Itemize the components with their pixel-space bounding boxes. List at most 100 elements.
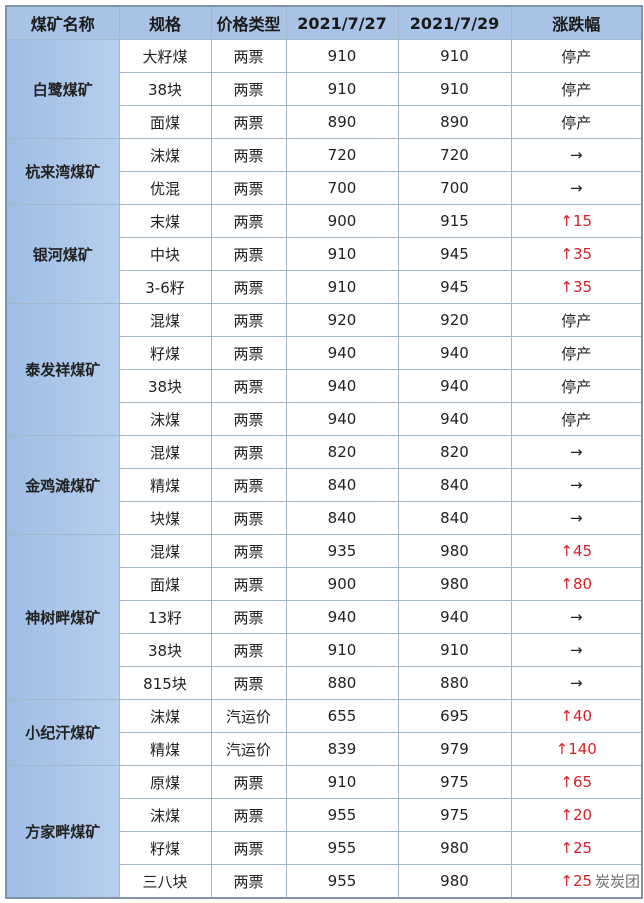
change-cell: 停产 (510, 39, 643, 73)
price-0729-cell: 910 (397, 633, 512, 667)
spec-cell: 沫煤 (118, 402, 212, 436)
price-0727-cell: 900 (285, 204, 399, 238)
mine-name-cell: 杭来湾煤矿 (5, 138, 120, 205)
table-row: 金鸡滩煤矿 混煤 两票 820 820 → (5, 435, 643, 535)
spec-cell: 13籽 (118, 600, 212, 634)
price-0729-cell: 840 (397, 501, 512, 535)
price-0727-cell: 900 (285, 567, 399, 601)
change-cell: ↑25 炭炭团 (510, 864, 643, 899)
price-0727-cell: 940 (285, 402, 399, 436)
table-row: 白鹭煤矿 大籽煤 两票 910 910 停产 (5, 39, 643, 139)
price-0727-cell: 910 (285, 270, 399, 304)
change-cell: ↑35 (510, 270, 643, 304)
price-0727-cell: 840 (285, 468, 399, 502)
price-0727-cell: 955 (285, 798, 399, 832)
price-0729-cell: 975 (397, 765, 512, 799)
price-0729-cell: 980 (397, 864, 512, 899)
price-0727-cell: 820 (285, 435, 399, 469)
price-type-cell: 两票 (210, 171, 287, 205)
price-0729-cell: 980 (397, 534, 512, 568)
spec-cell: 原煤 (118, 765, 212, 799)
table-row: 精煤 两票 840 840 → (6, 468, 643, 502)
change-cell: ↑20 (510, 798, 643, 832)
table-row: 面煤 两票 890 890 停产 (6, 105, 643, 139)
table-row: 3-6籽 两票 910 945 ↑35 (6, 270, 643, 304)
spec-cell: 混煤 (118, 534, 212, 568)
price-0729-cell: 945 (397, 237, 512, 271)
spec-cell: 38块 (118, 369, 212, 403)
spec-cell: 块煤 (118, 501, 212, 535)
price-0727-cell: 940 (285, 600, 399, 634)
change-cell: → (510, 633, 643, 667)
price-0729-cell: 910 (397, 39, 512, 73)
price-0727-cell: 910 (285, 633, 399, 667)
change-cell: → (510, 171, 643, 205)
table-row: 杭来湾煤矿 沫煤 两票 720 720 → (5, 138, 643, 205)
price-type-cell: 两票 (210, 303, 287, 337)
price-type-cell: 两票 (210, 39, 287, 73)
price-0727-cell: 910 (285, 72, 399, 106)
price-0727-cell: 910 (285, 765, 399, 799)
change-cell: → (510, 501, 643, 535)
mine-name-cell: 泰发祥煤矿 (5, 303, 120, 436)
table-row: 面煤 两票 900 980 ↑80 (6, 567, 643, 601)
spec-cell: 38块 (118, 72, 212, 106)
change-cell: → (510, 600, 643, 634)
change-cell: 停产 (510, 336, 643, 370)
price-type-cell: 两票 (210, 435, 287, 469)
table-row: 13籽 两票 940 940 → (6, 600, 643, 634)
change-cell: → (510, 468, 643, 502)
table-row: 三八块 两票 955 980 ↑25 炭炭团 (6, 864, 643, 899)
column-header: 2021/7/29 (397, 5, 512, 40)
change-cell: ↑80 (510, 567, 643, 601)
spec-cell: 815块 (118, 666, 212, 700)
price-0727-cell: 955 (285, 831, 399, 865)
table-row: 方家畔煤矿 原煤 两票 910 975 ↑65 (5, 765, 643, 899)
price-type-cell: 两票 (210, 72, 287, 106)
price-0727-cell: 839 (285, 732, 399, 766)
price-0729-cell: 890 (397, 105, 512, 139)
price-0727-cell: 935 (285, 534, 399, 568)
price-type-cell: 两票 (210, 666, 287, 700)
price-0729-cell: 920 (397, 303, 512, 337)
price-type-cell: 两票 (210, 567, 287, 601)
price-0727-cell: 910 (285, 237, 399, 271)
price-0729-cell: 720 (397, 138, 512, 172)
change-cell: → (510, 666, 643, 700)
price-0729-cell: 695 (397, 699, 512, 733)
price-0729-cell: 945 (397, 270, 512, 304)
mine-name-cell: 神树畔煤矿 (5, 534, 120, 700)
mine-name-cell: 小纪汗煤矿 (5, 699, 120, 766)
change-cell: ↑65 (510, 765, 643, 799)
price-0729-cell: 840 (397, 468, 512, 502)
price-0729-cell: 820 (397, 435, 512, 469)
spec-cell: 沫煤 (118, 699, 212, 733)
column-header: 煤矿名称 (5, 5, 120, 40)
table-row: 优混 两票 700 700 → (6, 171, 643, 205)
table-row: 沫煤 两票 955 975 ↑20 (6, 798, 643, 832)
price-0729-cell: 940 (397, 336, 512, 370)
change-cell: ↑35 (510, 237, 643, 271)
price-type-cell: 两票 (210, 468, 287, 502)
change-cell: 停产 (510, 105, 643, 139)
mine-name-cell: 白鹭煤矿 (5, 39, 120, 139)
change-cell: → (510, 435, 643, 469)
table-row: 小纪汗煤矿 沫煤 汽运价 655 695 ↑40 (5, 699, 643, 766)
price-type-cell: 两票 (210, 831, 287, 865)
spec-cell: 籽煤 (118, 831, 212, 865)
spec-cell: 籽煤 (118, 336, 212, 370)
change-cell: 停产 (510, 72, 643, 106)
table-row: 神树畔煤矿 混煤 两票 935 980 ↑45 (5, 534, 643, 700)
spec-cell: 面煤 (118, 105, 212, 139)
price-type-cell: 两票 (210, 765, 287, 799)
spec-cell: 精煤 (118, 732, 212, 766)
change-cell: ↑140 (510, 732, 643, 766)
mine-name-cell: 方家畔煤矿 (5, 765, 120, 899)
price-0729-cell: 915 (397, 204, 512, 238)
price-type-cell: 两票 (210, 864, 287, 899)
price-type-cell: 两票 (210, 105, 287, 139)
price-type-cell: 两票 (210, 336, 287, 370)
price-0727-cell: 910 (285, 39, 399, 73)
price-type-cell: 两票 (210, 138, 287, 172)
spec-cell: 38块 (118, 633, 212, 667)
